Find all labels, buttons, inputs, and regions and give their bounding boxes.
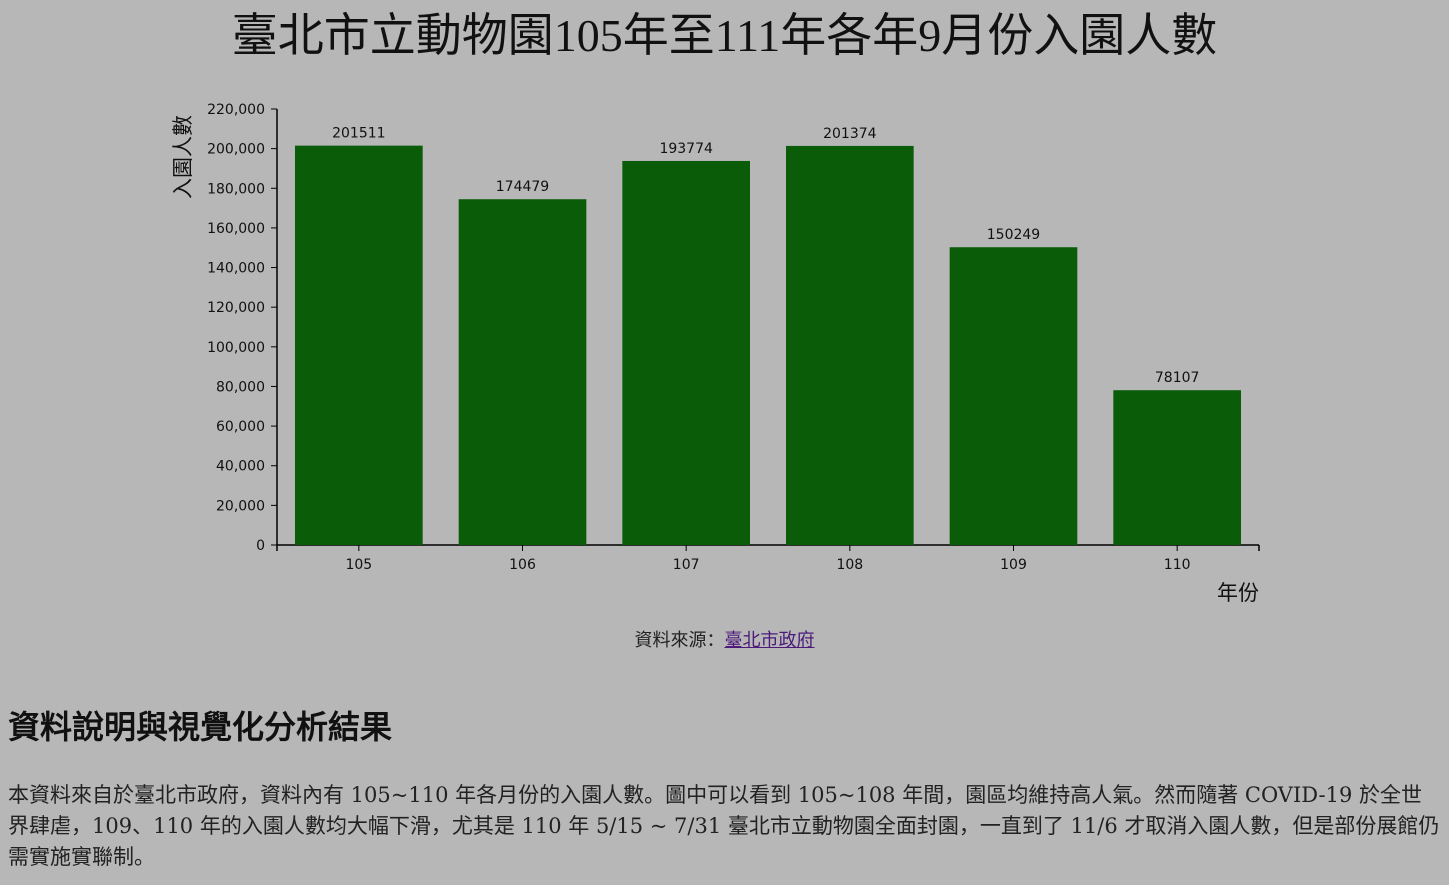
bar-value-label: 193774: [659, 141, 713, 157]
bar-value-label: 150249: [987, 227, 1040, 243]
x-tick-label: 105: [345, 557, 372, 573]
y-tick-label: 60,000: [216, 419, 265, 435]
x-tick-label: 109: [1000, 557, 1027, 573]
y-tick-label: 220,000: [207, 102, 265, 118]
y-tick-label: 200,000: [207, 142, 265, 158]
y-tick-label: 40,000: [216, 459, 265, 475]
x-tick-label: 110: [1164, 557, 1191, 573]
x-tick-label: 106: [509, 557, 536, 573]
y-tick-label: 160,000: [207, 221, 265, 237]
x-axis-label: 年份: [1217, 581, 1259, 605]
bar-value-label: 201374: [823, 126, 877, 142]
y-tick-label: 80,000: [216, 379, 265, 395]
y-axis-label: 入園人數: [171, 115, 195, 199]
bar: [295, 145, 423, 545]
y-tick-label: 140,000: [207, 261, 265, 277]
bar-value-label: 78107: [1155, 370, 1200, 386]
description-paragraph: 本資料來自於臺北市政府，資料內有 105~110 年各月份的入園人數。圖中可以看…: [8, 783, 1440, 869]
y-tick-label: 0: [256, 538, 265, 554]
data-source: 資料來源：臺北市政府: [0, 626, 1449, 652]
chart-title: 臺北市立動物園105年至111年各年9月份入園人數: [231, 10, 1218, 61]
y-tick-label: 100,000: [207, 340, 265, 356]
y-tick-label: 180,000: [207, 181, 265, 197]
source-link[interactable]: 臺北市政府: [724, 630, 815, 651]
x-tick-label: 107: [673, 557, 700, 573]
bar: [786, 145, 914, 546]
y-tick-label: 120,000: [207, 300, 265, 316]
bar: [949, 247, 1078, 545]
bar: [458, 199, 587, 545]
section-heading: 資料說明與視覺化分析結果: [8, 708, 393, 746]
bar-chart: 0 20,000 40,000 60,000 80,000 100,000 120,000 1…: [171, 102, 1260, 605]
y-tick-label: 20,000: [216, 498, 265, 514]
bar-value-label: 201511: [332, 126, 385, 142]
source-prefix: 資料來源：: [634, 630, 725, 651]
bar: [622, 160, 750, 545]
x-tick-label: 108: [836, 557, 863, 573]
bar-value-label: 174479: [496, 179, 549, 195]
bar: [1113, 390, 1241, 545]
